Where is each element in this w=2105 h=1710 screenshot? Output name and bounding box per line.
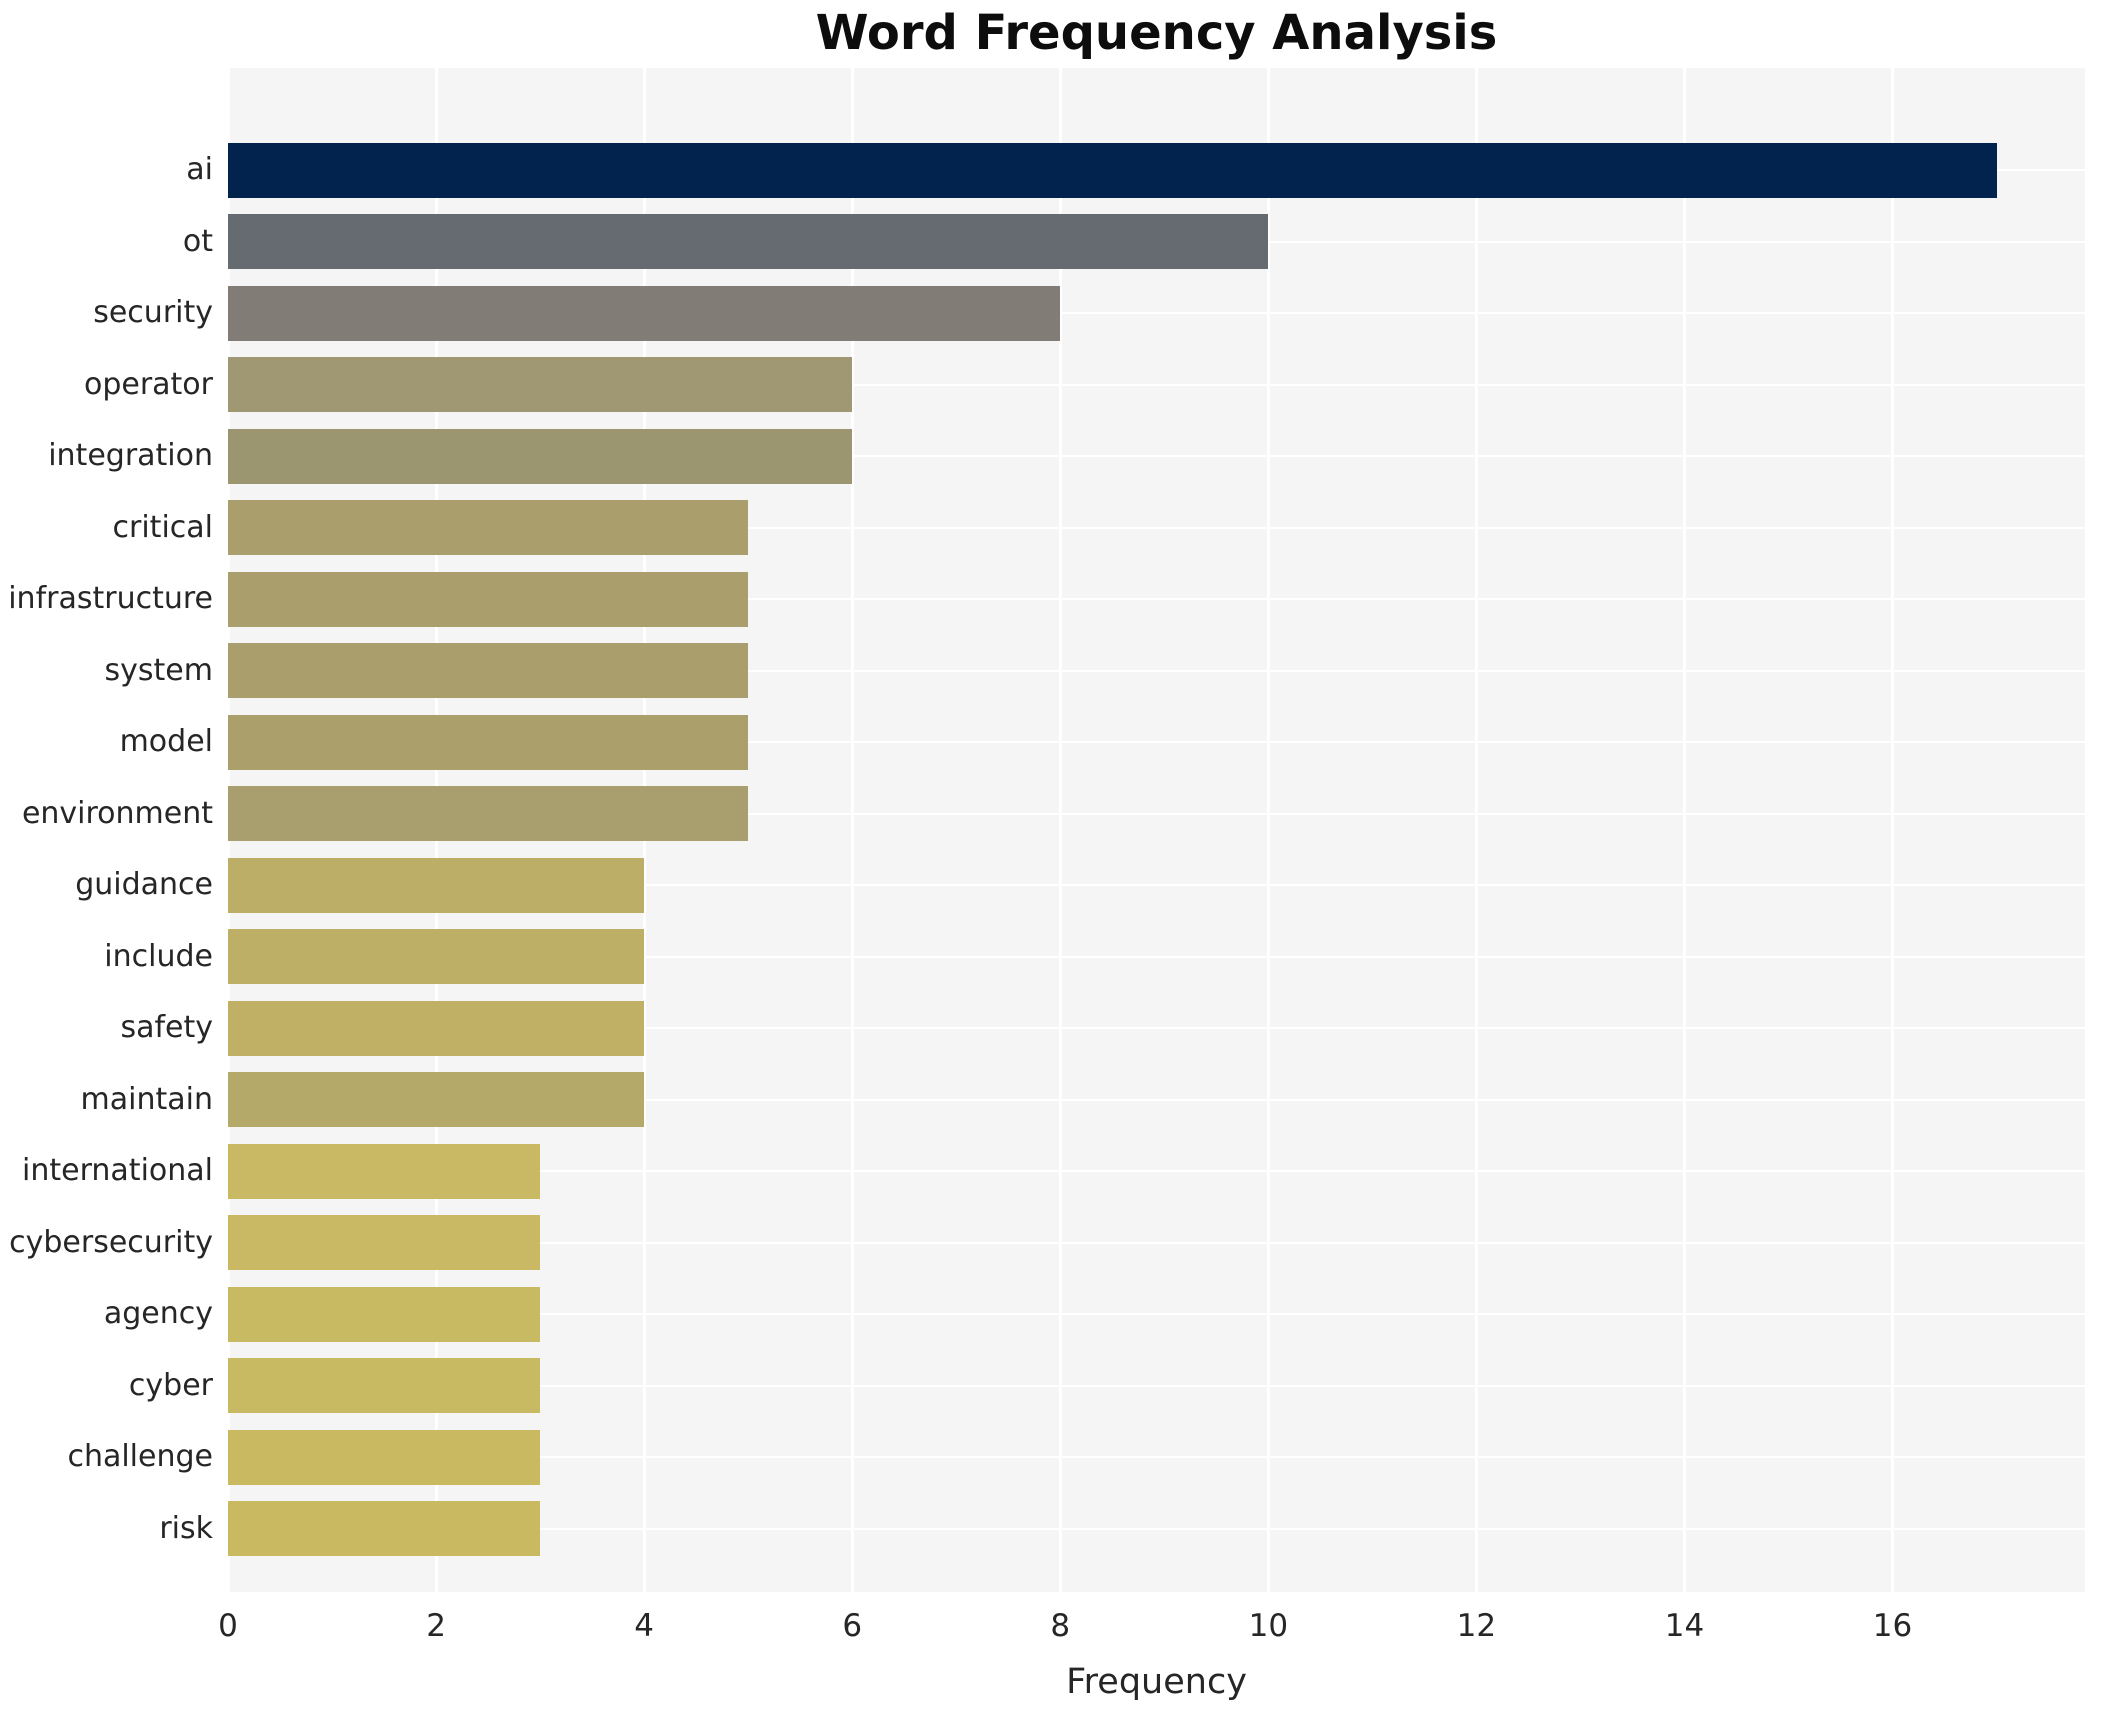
horizontal-gridline [228,1027,2085,1029]
y-tick-label-cybersecurity: cybersecurity [9,1224,213,1260]
horizontal-gridline [228,598,2085,600]
x-tick-label-2: 2 [426,1608,446,1644]
y-tick-label-guidance: guidance [75,867,213,902]
x-axis-title: Frequency [1066,1662,1247,1702]
x-tick-label-0: 0 [218,1608,238,1644]
vertical-gridline [1891,68,1895,1592]
chart-title: Word Frequency Analysis [815,5,1498,61]
bar-model [228,714,749,770]
horizontal-gridline [228,526,2085,529]
vertical-gridline [850,68,854,1592]
y-tick-label-ai: ai [186,152,213,187]
bar-infrastructure [228,571,749,627]
bar-system [228,643,749,698]
bar-challenge [228,1429,541,1485]
bar-international [228,1143,541,1199]
y-tick-label-ot: ot [182,223,213,259]
horizontal-gridline [228,1456,2085,1458]
x-tick-label-16: 16 [1872,1608,1913,1644]
vertical-gridline [1682,68,1686,1592]
bar-ot [228,214,1269,269]
y-tick-label-international: international [22,1153,213,1188]
horizontal-gridline [228,741,2085,743]
bar-maintain [228,1072,645,1127]
y-tick-label-agency: agency [103,1296,213,1331]
y-tick-label-security: security [93,295,213,330]
y-tick-label-system: system [104,652,213,688]
y-tick-label-cyber: cyber [128,1367,213,1403]
bar-include [228,929,645,984]
horizontal-gridline [228,884,2085,886]
horizontal-gridline [228,669,2085,672]
vertical-gridline [1266,68,1270,1592]
x-tick-label-4: 4 [634,1608,654,1644]
bar-ai [228,142,1997,198]
y-tick-label-operator: operator [83,366,213,402]
bar-risk [228,1501,541,1556]
bar-environment [228,786,749,841]
y-tick-label-risk: risk [159,1510,213,1546]
y-tick-label-model: model [119,724,213,759]
bar-critical [228,500,749,555]
y-tick-label-critical: critical [112,509,213,545]
bar-safety [228,1000,645,1056]
y-tick-label-safety: safety [120,1010,213,1045]
horizontal-gridline [228,1170,2085,1172]
bar-cyber [228,1358,541,1413]
vertical-gridline [1474,68,1478,1592]
horizontal-gridline [228,1098,2085,1101]
vertical-gridline [1058,68,1062,1592]
horizontal-gridline [228,455,2085,457]
x-tick-label-14: 14 [1664,1608,1705,1644]
horizontal-gridline [228,1384,2085,1387]
bar-security [228,285,1061,341]
y-tick-label-maintain: maintain [80,1081,213,1117]
bar-integration [228,428,853,484]
horizontal-gridline [228,1313,2085,1315]
bar-operator [228,357,853,412]
plot-area [226,68,2085,1592]
horizontal-gridline [228,1527,2085,1530]
horizontal-gridline [228,1241,2085,1244]
horizontal-gridline [228,383,2085,386]
x-tick-label-12: 12 [1456,1608,1497,1644]
bar-guidance [228,857,645,913]
y-tick-label-environment: environment [21,795,213,831]
bar-cybersecurity [228,1215,541,1270]
y-tick-label-include: include [104,938,213,974]
y-tick-label-challenge: challenge [67,1439,213,1474]
horizontal-gridline [228,955,2085,958]
y-tick-label-integration: integration [48,438,213,473]
horizontal-gridline [228,312,2085,314]
x-tick-label-8: 8 [1050,1608,1071,1644]
x-tick-label-10: 10 [1248,1608,1289,1644]
x-tick-label-6: 6 [842,1608,863,1644]
y-tick-label-infrastructure: infrastructure [8,581,213,616]
bar-agency [228,1286,541,1342]
horizontal-gridline [228,812,2085,815]
